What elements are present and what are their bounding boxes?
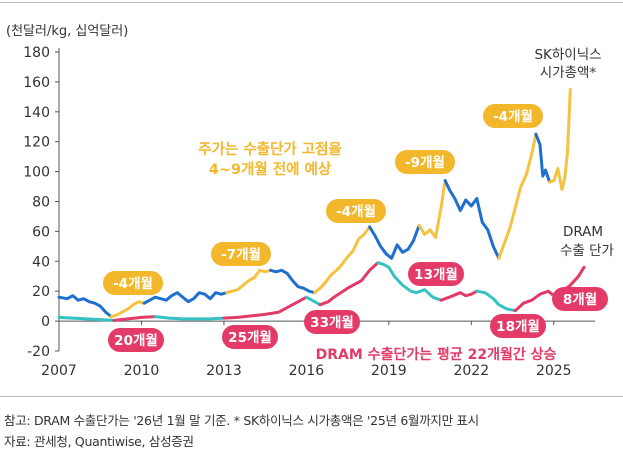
- y-tick-label: 120: [23, 135, 50, 151]
- sk-hynix-market-cap-line-segment-9: [497, 132, 538, 260]
- top-rule: [0, 2, 623, 3]
- y-tick-label: 160: [23, 75, 50, 91]
- sk-hynix-market-cap-line-segment-4: [269, 268, 317, 295]
- y-tick-label: 180: [23, 45, 50, 61]
- sk-hynix-market-cap-line-segment-1: [109, 300, 146, 319]
- dram-export-price-line-segment-6: [376, 261, 443, 302]
- dram-rise-duration-badge-pill: [490, 314, 546, 338]
- dram-rise-duration-badge-label: 18개월: [496, 318, 540, 335]
- dram-export-price-line-segment-3: [222, 295, 308, 320]
- x-tick-label: 2022: [453, 363, 489, 379]
- source-note: 자료: 관세청, Quantiwise, 삼성증권: [4, 434, 194, 449]
- x-tick-label: 2007: [41, 363, 77, 379]
- dram-rise-duration-badge-label: 20개월: [114, 332, 158, 349]
- sk-hynix-market-cap-line-segment-5: [313, 225, 372, 295]
- stock-lead-badge-pill: [483, 104, 543, 128]
- dram-export-price-line-segment-4: [304, 295, 322, 307]
- x-tick-label: 2016: [289, 363, 325, 379]
- sk-hynix-market-cap-line-segment-11: [548, 87, 572, 191]
- sk-hynix-market-cap-line-segment-8: [443, 179, 501, 260]
- sk-hynix-market-cap-line-segment-7: [417, 179, 447, 239]
- x-tick-label: 2010: [124, 363, 160, 379]
- dram-export-price-line-segment-8: [475, 289, 517, 313]
- dram-rise-duration-badge-pill: [222, 325, 278, 349]
- dram-series-label: 수출 단가: [560, 243, 614, 259]
- sk-hynix-market-cap-line-segment-0: [57, 294, 113, 319]
- note-stock-leads: 주가는 수출단가 고점을: [198, 140, 342, 158]
- y-tick-label: -20: [27, 344, 50, 360]
- y-tick-label: 80: [32, 195, 50, 211]
- dram-rise-duration-badge-pill: [304, 310, 360, 334]
- dram-export-price-line-segment-2: [153, 315, 226, 321]
- y-tick-label: 20: [32, 284, 50, 300]
- dram-rise-duration-badge-label: 8개월: [563, 291, 597, 308]
- stock-lead-badge-label: -7개월: [221, 246, 261, 263]
- stock-lead-badge-label: -4개월: [113, 275, 153, 292]
- dram-export-price-line-segment-9: [513, 289, 556, 313]
- chart-svg: -20 0 20 40 60 80 100 120 140 160 180 2007 2010 2013 2…: [23, 45, 614, 379]
- sk-hynix-market-cap-line-segment-10: [534, 132, 552, 184]
- y-axis-unit-label: (천달러/kg, 십억달러): [6, 24, 129, 39]
- sk-hynix-market-cap-line-segment-2: [142, 291, 229, 305]
- note-dram-avg-rise: DRAM 수출단가는 평균 22개월간 상승: [316, 346, 557, 363]
- bottom-rule: [0, 396, 623, 397]
- dram-export-price-line-segment-7: [439, 289, 479, 302]
- dram-rise-duration-badge-label: 33개월: [310, 314, 354, 331]
- y-tick-label: 60: [32, 224, 50, 240]
- sk-hynix-series-label: 시가총액*: [540, 65, 597, 81]
- dram-export-price-line-segment-5: [318, 261, 380, 307]
- stock-lead-badge-label: -4개월: [336, 203, 376, 220]
- stock-lead-badge-pill: [211, 242, 271, 266]
- note-stock-leads: 4~9개월 전에 예상: [209, 161, 332, 178]
- dram-rise-duration-badge-label: 25개월: [228, 329, 272, 346]
- dram-export-price-line-segment-1: [112, 315, 157, 322]
- footnote: 참고: DRAM 수출단가는 '26년 1월 말 기준. * SK하이닉스 시가…: [4, 413, 479, 428]
- dram-rise-duration-badge-pill: [552, 287, 608, 311]
- dram-rise-duration-badge-label: 13개월: [414, 266, 458, 283]
- stock-lead-badge-pill: [395, 150, 455, 174]
- y-tick-label: 140: [23, 105, 50, 121]
- x-tick-label: 2025: [536, 363, 572, 379]
- sk-hynix-series-label: SK하이닉스: [534, 47, 601, 63]
- stock-lead-badge-pill: [103, 271, 163, 295]
- y-tick-label: 100: [23, 165, 50, 181]
- stock-lead-badge-label: -4개월: [493, 108, 533, 125]
- dram-rise-duration-badge-pill: [408, 262, 464, 286]
- y-tick-label: 0: [41, 314, 50, 330]
- x-tick-label: 2019: [371, 363, 407, 379]
- dram-rise-duration-badge-pill: [108, 328, 164, 352]
- stock-lead-badge-label: -9개월: [405, 154, 445, 171]
- dram-series-label: DRAM: [563, 224, 603, 240]
- stock-lead-badge-pill: [326, 199, 386, 223]
- dram-export-price-line-segment-0: [57, 315, 116, 322]
- y-tick-label: 40: [32, 254, 50, 270]
- x-tick-label: 2013: [206, 363, 242, 379]
- sk-hynix-market-cap-line-segment-6: [368, 223, 421, 260]
- sk-hynix-market-cap-line-segment-3: [225, 268, 273, 295]
